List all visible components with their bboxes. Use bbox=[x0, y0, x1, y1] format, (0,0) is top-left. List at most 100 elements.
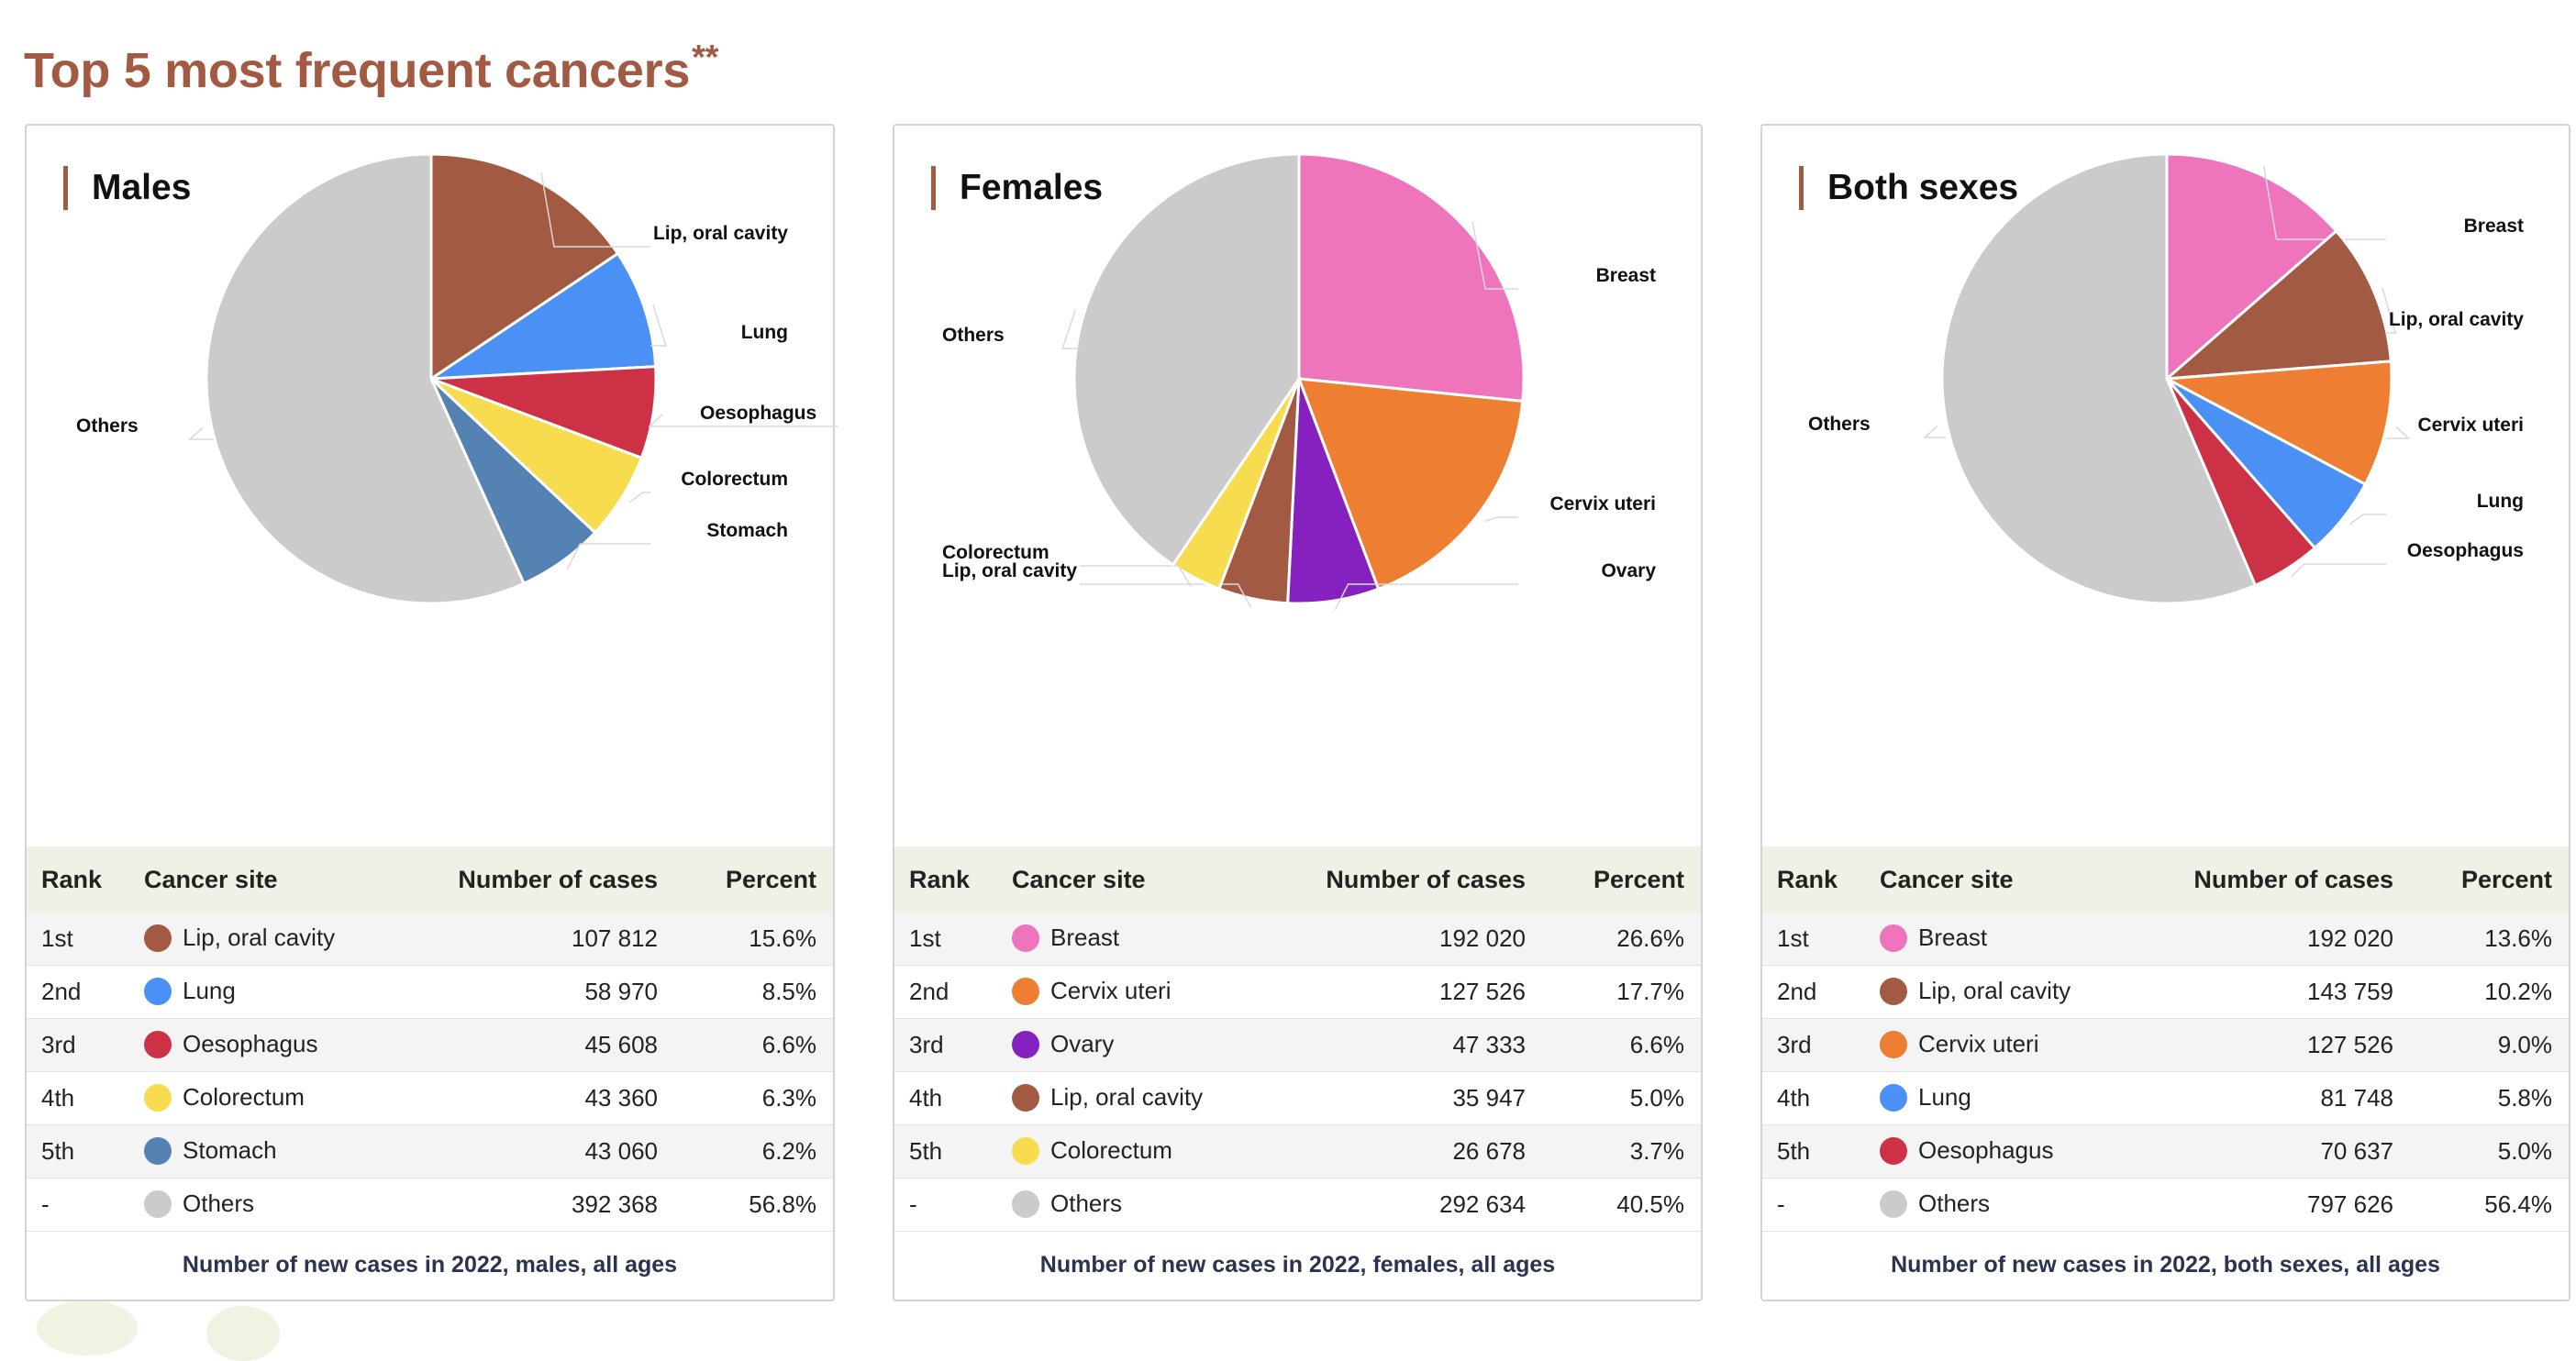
pie-slice-lip-oral-cavity[interactable] bbox=[429, 152, 619, 381]
color-dot-icon bbox=[1012, 977, 1039, 1005]
cases-cell: 192 020 bbox=[1287, 913, 1542, 966]
pie-slice-breast[interactable] bbox=[2165, 152, 2338, 381]
panel-title: Both sexes bbox=[1799, 166, 2018, 210]
col-header-percent[interactable]: Percent bbox=[674, 846, 833, 913]
col-header-percent[interactable]: Percent bbox=[2410, 846, 2569, 913]
rank-cell: 2nd bbox=[894, 965, 972, 1019]
cases-table: Rank Cancer site Number of cases Percent… bbox=[27, 846, 833, 1232]
table-header-row: Rank Cancer site Number of cases Percent bbox=[27, 846, 833, 913]
rank-cell: 5th bbox=[1762, 1124, 1839, 1178]
site-name: Lip, oral cavity bbox=[1050, 1083, 1204, 1112]
col-header-cases[interactable]: Number of cases bbox=[419, 846, 674, 913]
color-dot-icon bbox=[144, 1189, 172, 1218]
leader-line-oesophagus bbox=[2291, 563, 2386, 578]
color-dot-icon bbox=[1012, 1083, 1039, 1112]
site-cell: Colorectum bbox=[972, 1124, 1287, 1178]
percent-cell: 5.0% bbox=[2410, 1124, 2569, 1178]
table-row[interactable]: 1st Breast 192 020 13.6% bbox=[1762, 913, 2569, 966]
table-row[interactable]: 3rd Ovary 47 333 6.6% bbox=[894, 1018, 1701, 1072]
percent-cell: 13.6% bbox=[2410, 913, 2569, 966]
panel-females: Females Breast Cervix uteri Ovary Lip, oral… bbox=[893, 124, 1703, 1301]
cases-cell: 192 020 bbox=[2155, 913, 2410, 966]
col-header-cases[interactable]: Number of cases bbox=[2155, 846, 2410, 913]
pie-slice-lip-oral-cavity[interactable] bbox=[2165, 229, 2393, 381]
pie-slice-others[interactable] bbox=[1072, 152, 1301, 567]
table-row[interactable]: 1st Breast 192 020 26.6% bbox=[894, 913, 1701, 966]
percent-cell: 5.0% bbox=[1542, 1071, 1701, 1125]
table-caption: Number of new cases in 2022, males, all … bbox=[182, 1252, 678, 1278]
table-row[interactable]: 1st Lip, oral cavity 107 812 15.6% bbox=[27, 913, 833, 966]
site-name: Ovary bbox=[1050, 1030, 1115, 1058]
pie-label-colorectum: Colorectum bbox=[681, 469, 788, 490]
table-row[interactable]: 4th Lung 81 748 5.8% bbox=[1762, 1071, 2569, 1125]
site-name: Oesophagus bbox=[183, 1030, 318, 1058]
pie-slice-others[interactable] bbox=[1940, 152, 2257, 605]
col-header-rank[interactable]: Rank bbox=[894, 846, 972, 913]
site-cell: Lung bbox=[104, 965, 419, 1019]
table-row[interactable]: 2nd Cervix uteri 127 526 17.7% bbox=[894, 965, 1701, 1019]
col-header-site[interactable]: Cancer site bbox=[972, 846, 1287, 913]
table-row[interactable]: 3rd Cervix uteri 127 526 9.0% bbox=[1762, 1018, 2569, 1072]
pie-chart: Lip, oral cavity Lung Oesophagus Colorectum… bbox=[76, 152, 838, 605]
site-cell: Others bbox=[104, 1178, 419, 1232]
table-row[interactable]: 4th Lip, oral cavity 35 947 5.0% bbox=[894, 1071, 1701, 1125]
color-dot-icon bbox=[1012, 1189, 1039, 1218]
pie-label-breast: Breast bbox=[1596, 265, 1656, 286]
col-header-site[interactable]: Cancer site bbox=[104, 846, 419, 913]
table-row[interactable]: - Others 797 626 56.4% bbox=[1762, 1178, 2569, 1232]
table-row[interactable]: - Others 392 368 56.8% bbox=[27, 1178, 833, 1232]
pie-label-lip-oral-cavity: Lip, oral cavity bbox=[942, 560, 1077, 581]
pie-chart: Breast Cervix uteri Ovary Lip, oral cavityC… bbox=[942, 152, 1656, 611]
rank-cell: - bbox=[894, 1178, 972, 1232]
table-row[interactable]: 4th Colorectum 43 360 6.3% bbox=[27, 1071, 833, 1125]
panel-males: Males Lip, oral cavity Lung Oesophagus Colo… bbox=[25, 124, 838, 1301]
table-row[interactable]: - Others 292 634 40.5% bbox=[894, 1178, 1701, 1232]
color-dot-icon bbox=[1012, 1030, 1039, 1058]
pie-slice-lung[interactable] bbox=[429, 252, 658, 381]
table-row[interactable]: 5th Oesophagus 70 637 5.0% bbox=[1762, 1124, 2569, 1178]
cases-cell: 127 526 bbox=[1287, 965, 1542, 1019]
percent-cell: 56.8% bbox=[674, 1178, 833, 1232]
pie-label-cervix-uteri: Cervix uteri bbox=[2417, 415, 2524, 436]
table-row[interactable]: 2nd Lip, oral cavity 143 759 10.2% bbox=[1762, 965, 2569, 1019]
rank-cell: 5th bbox=[894, 1124, 972, 1178]
table-row[interactable]: 2nd Lung 58 970 8.5% bbox=[27, 965, 833, 1019]
col-header-percent[interactable]: Percent bbox=[1542, 846, 1701, 913]
color-dot-icon bbox=[144, 977, 172, 1005]
site-name: Lung bbox=[183, 977, 236, 1005]
leader-line-stomach bbox=[566, 543, 650, 570]
color-dot-icon bbox=[1880, 1189, 1907, 1218]
leader-line-colorectum bbox=[1080, 565, 1193, 587]
pie-label-lip-oral-cavity: Lip, oral cavity bbox=[2389, 309, 2524, 330]
table-row[interactable]: 5th Colorectum 26 678 3.7% bbox=[894, 1124, 1701, 1178]
cases-cell: 26 678 bbox=[1287, 1124, 1542, 1178]
percent-cell: 17.7% bbox=[1542, 965, 1701, 1019]
site-cell: Oesophagus bbox=[104, 1018, 419, 1072]
pie-slice-others[interactable] bbox=[205, 152, 526, 605]
pie-slice-cervix-uteri[interactable] bbox=[1297, 377, 1525, 591]
col-header-site[interactable]: Cancer site bbox=[1839, 846, 2155, 913]
cases-cell: 797 626 bbox=[2155, 1178, 2410, 1232]
cases-cell: 43 060 bbox=[419, 1124, 674, 1178]
percent-cell: 15.6% bbox=[674, 913, 833, 966]
color-dot-icon bbox=[144, 924, 172, 952]
rank-cell: 3rd bbox=[894, 1018, 972, 1072]
col-header-rank[interactable]: Rank bbox=[27, 846, 104, 913]
table-row[interactable]: 5th Stomach 43 060 6.2% bbox=[27, 1124, 833, 1178]
background-decoration bbox=[37, 1300, 138, 1355]
col-header-rank[interactable]: Rank bbox=[1762, 846, 1839, 913]
pie-chart: Breast Lip, oral cavity Cervix uteri Lung Oe… bbox=[1808, 152, 2524, 605]
col-header-cases[interactable]: Number of cases bbox=[1287, 846, 1542, 913]
leader-line-cervix-uteri bbox=[1484, 516, 1518, 522]
table-row[interactable]: 3rd Oesophagus 45 608 6.6% bbox=[27, 1018, 833, 1072]
leader-line-lung bbox=[650, 304, 667, 347]
pie-label-others: Others bbox=[76, 415, 139, 437]
site-name: Breast bbox=[1918, 924, 1988, 952]
pie-slice-cervix-uteri[interactable] bbox=[2165, 360, 2393, 486]
color-dot-icon bbox=[144, 1136, 172, 1165]
cases-cell: 392 368 bbox=[419, 1178, 674, 1232]
site-name: Cervix uteri bbox=[1918, 1030, 2039, 1058]
cases-cell: 143 759 bbox=[2155, 965, 2410, 1019]
pie-slice-breast[interactable] bbox=[1297, 152, 1526, 403]
leader-line-colorectum bbox=[628, 492, 650, 503]
